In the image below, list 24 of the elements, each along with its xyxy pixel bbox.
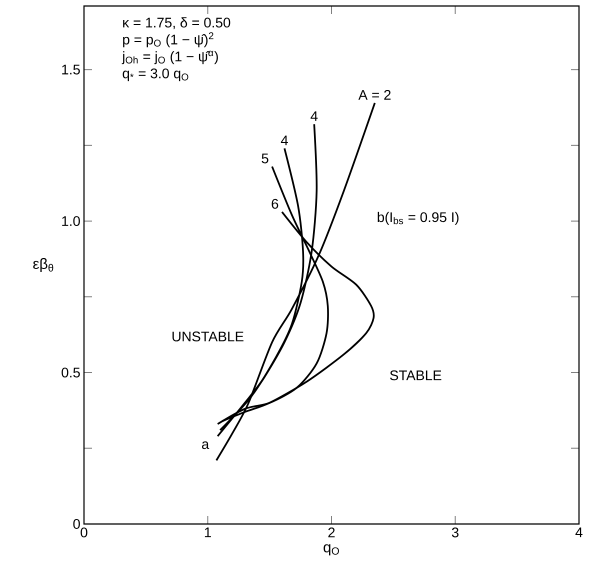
y-axis-title: εβ$_{θ}$	[33, 258, 54, 272]
y-tick-label: 0.5	[62, 368, 80, 378]
y-tick-label: 0	[73, 519, 80, 529]
x-tick-label: 2	[328, 528, 335, 538]
annotation: j$_{Oh}$ = j$_{O}$ (1 − ψ̂$^{α}$)	[122, 50, 218, 64]
x-tick-label: 0	[80, 528, 88, 538]
annotation: κ = 1.75, δ = 0.50	[123, 17, 230, 30]
x-tick-label: 3	[452, 528, 459, 538]
x-tick-label: 1	[204, 528, 211, 538]
y-tick-label: 1.5	[62, 64, 80, 74]
x-axis-title: q$_{O}$	[324, 544, 339, 556]
annotation: p = p$_{O}$ (1 − ψ̂)$^{2}$	[123, 32, 214, 48]
annotation: q$_{*}$ = 3.0 q$_{O}$	[122, 68, 188, 82]
y-tick-label: 1.0	[62, 216, 80, 226]
x-tick-label: 4	[575, 528, 582, 538]
annotation: a	[202, 441, 210, 450]
series-label: A = 2	[358, 90, 391, 100]
series-label: 4	[280, 136, 288, 146]
annotation: b(I$_{bs}$ = 0.95 I)	[378, 212, 459, 225]
annotation: UNSTABLE	[172, 332, 244, 342]
series-label: 4	[310, 111, 318, 121]
series-label: 5	[262, 154, 268, 164]
annotation: STABLE	[390, 370, 442, 380]
series-label: 6	[272, 198, 278, 209]
